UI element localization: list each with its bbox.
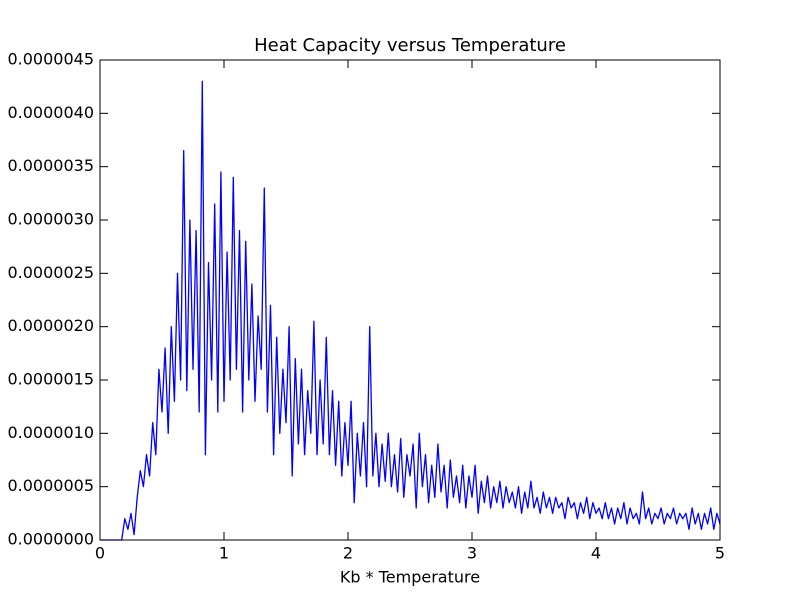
x-tick-label: 0 — [95, 544, 105, 563]
y-tick-label: 0.0000040 — [7, 103, 94, 122]
x-tick-label: 4 — [591, 544, 601, 563]
y-tick-label: 0.0000000 — [7, 530, 94, 549]
chart-title: Heat Capacity versus Temperature — [254, 35, 566, 56]
y-tick-label: 0.0000030 — [7, 210, 94, 229]
y-tick-label: 0.0000045 — [7, 50, 94, 69]
y-tick-label: 0.0000025 — [7, 263, 94, 282]
x-axis-label: Kb * Temperature — [340, 568, 480, 587]
data-line — [100, 80, 721, 541]
y-tick-label: 0.0000020 — [7, 316, 94, 335]
x-tick-label: 5 — [715, 544, 725, 563]
y-tick-label: 0.0000005 — [7, 476, 94, 495]
y-tick-label: 0.0000035 — [7, 156, 94, 175]
plot-frame — [99, 59, 721, 541]
y-tick-label: 0.0000010 — [7, 423, 94, 442]
x-tick-label: 3 — [467, 544, 477, 563]
x-tick-label: 1 — [219, 544, 229, 563]
x-tick-label: 2 — [343, 544, 353, 563]
y-tick-label: 0.0000015 — [7, 370, 94, 389]
